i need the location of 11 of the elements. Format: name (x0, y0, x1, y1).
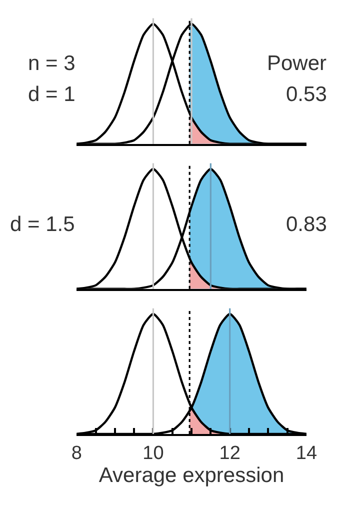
x-tick-label: 14 (296, 442, 318, 464)
text: n = 3 (28, 52, 76, 75)
text: d = 1.5 (10, 213, 75, 236)
annotation: 0.53 (286, 83, 327, 106)
x-tick-label: 12 (219, 442, 240, 464)
text: d = 1 (28, 83, 76, 106)
x-tick-label: 10 (142, 442, 164, 464)
annotation: Power (267, 52, 327, 75)
annotation: 0.83 (286, 213, 327, 236)
x-axis-title: Average expression (98, 464, 284, 487)
x-tick-label: 8 (71, 442, 82, 464)
